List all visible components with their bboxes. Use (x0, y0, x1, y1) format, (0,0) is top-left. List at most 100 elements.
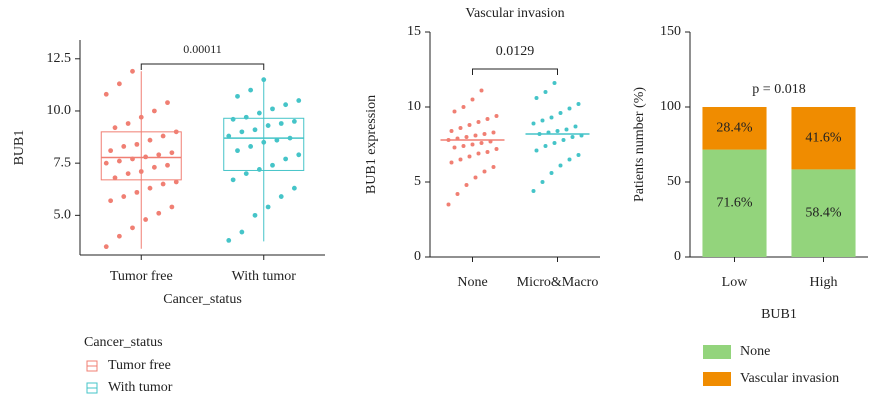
point (138, 114, 144, 120)
point (555, 129, 560, 133)
point (455, 192, 460, 196)
point (116, 158, 122, 164)
point (570, 135, 575, 139)
point (461, 105, 466, 109)
y-tick-label: 5 (414, 174, 421, 189)
point (134, 141, 140, 147)
point (239, 129, 245, 135)
point (479, 88, 484, 93)
point (473, 175, 478, 180)
point (235, 93, 240, 99)
point (485, 150, 490, 154)
point (235, 148, 240, 154)
y-tick-label: 10 (407, 99, 421, 114)
legend-label: With tumor (108, 380, 173, 395)
point (243, 114, 249, 120)
point (239, 229, 245, 235)
point (543, 90, 548, 94)
point (576, 102, 581, 106)
point (552, 141, 557, 145)
point (567, 157, 572, 162)
point (567, 106, 572, 111)
point (452, 109, 457, 114)
point (449, 129, 454, 133)
point (476, 120, 481, 124)
y-tick-label: 7.5 (54, 155, 72, 170)
point (491, 165, 496, 169)
bar-segment (702, 107, 767, 150)
annotation: 0.0129 (496, 44, 535, 59)
point (103, 244, 109, 250)
point (261, 77, 267, 83)
point (540, 118, 545, 123)
point (540, 180, 545, 184)
point (482, 132, 487, 136)
point (473, 133, 478, 138)
annotation: p = 0.018 (752, 82, 805, 97)
point (165, 100, 170, 106)
x-tick-label: Tumor free (110, 269, 173, 284)
point (467, 123, 472, 127)
legend-label: Tumor free (108, 358, 171, 373)
point (564, 127, 569, 132)
box (100, 131, 182, 181)
point (470, 142, 475, 147)
box (223, 117, 305, 171)
point (103, 160, 109, 166)
point (248, 144, 254, 149)
point (160, 181, 166, 187)
point (482, 169, 487, 174)
point (561, 138, 566, 142)
point (558, 163, 563, 168)
point (151, 164, 157, 170)
point (558, 111, 563, 115)
point (165, 162, 170, 168)
point (169, 150, 175, 156)
y-tick-label: 10.0 (47, 103, 72, 118)
legend-swatch (703, 345, 731, 359)
point (449, 160, 454, 165)
y-tick-label: 15 (407, 24, 421, 39)
point (248, 87, 254, 93)
legend-title: Cancer_status (84, 335, 163, 350)
x-tick-label: With tumor (232, 269, 297, 284)
point (173, 179, 179, 185)
point (278, 121, 284, 126)
point (549, 171, 554, 175)
point (230, 177, 236, 183)
point (283, 156, 289, 162)
point (265, 123, 271, 128)
point (230, 116, 236, 122)
y-tick-label: 5.0 (54, 208, 72, 223)
point (552, 81, 557, 85)
point (270, 162, 275, 168)
x-tick-label: Low (722, 275, 749, 290)
point (134, 189, 140, 195)
y-tick-label: 12.5 (47, 51, 72, 66)
point (534, 148, 539, 153)
point (461, 144, 466, 148)
y-axis-label: BUB1 expression (364, 95, 379, 194)
point (147, 185, 153, 191)
point (283, 102, 289, 108)
point (287, 135, 293, 141)
y-axis-label: BUB1 (12, 130, 27, 166)
point (125, 121, 131, 126)
point (116, 233, 122, 239)
point (458, 126, 463, 130)
point (464, 135, 469, 139)
point (494, 147, 499, 151)
value-label: 41.6% (805, 130, 842, 145)
point (531, 189, 536, 193)
point (151, 108, 157, 114)
legend-label: None (740, 344, 770, 359)
point (296, 98, 302, 103)
point (143, 217, 149, 222)
point (531, 121, 536, 126)
point (479, 141, 484, 145)
point (494, 114, 499, 118)
y-tick-label: 100 (660, 99, 681, 114)
point (130, 156, 135, 162)
point (549, 115, 554, 120)
